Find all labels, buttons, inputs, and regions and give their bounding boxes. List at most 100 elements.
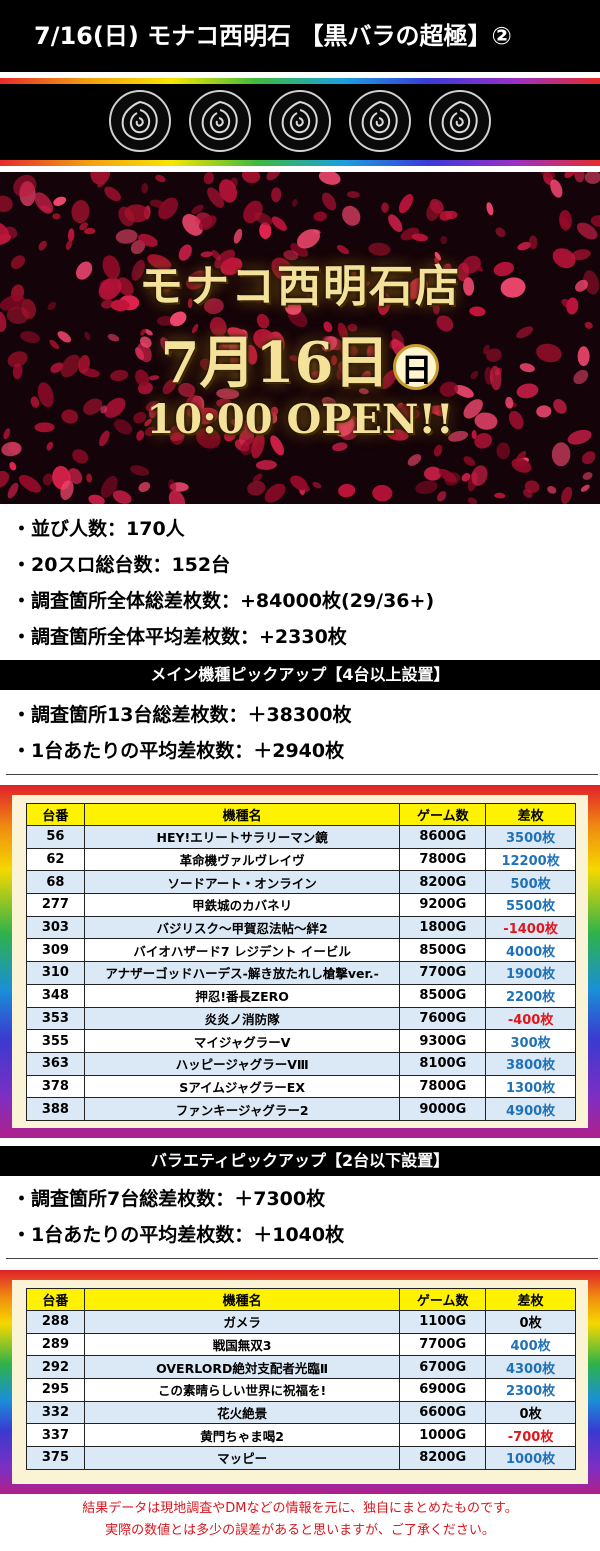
- rose-petal: [147, 254, 172, 270]
- rose-petal: [162, 280, 173, 293]
- rose-petal: [288, 280, 298, 289]
- rose-petal: [83, 398, 103, 415]
- table-row: 292 OVERLORD絶対支配者光臨Ⅱ 6700G 4300枚: [26, 1355, 576, 1380]
- disclaimer: 結果データは現地調査やDMなどの情報を元に、独自にまとめたものです。 実際の数値…: [0, 1498, 600, 1542]
- rose-petal: [10, 255, 25, 270]
- header-game-count: ゲーム数: [399, 803, 487, 826]
- diff-cell: 4300枚: [485, 1355, 576, 1380]
- game-count-cell: 8500G: [399, 938, 487, 963]
- rose-petal: [434, 410, 448, 417]
- rose-petal: [337, 322, 348, 340]
- machine-number-cell: 62: [26, 847, 85, 872]
- rose-petal: [584, 172, 600, 184]
- rose-petal: [18, 474, 42, 493]
- rose-petal: [216, 398, 232, 408]
- rose-petal: [255, 460, 277, 470]
- rose-petal: [107, 333, 120, 342]
- rose-icon: [109, 90, 171, 152]
- machine-name-cell: 革命機ヴァルヴレイヴ: [83, 847, 401, 872]
- rose-petal: [590, 215, 600, 228]
- rose-petal: [100, 475, 118, 498]
- main-stats: ・調査箇所13台総差枚数：＋38300枚 ・1台あたりの平均差枚数：＋2940枚: [0, 697, 600, 769]
- variety-stats: ・調査箇所7台総差枚数：＋7300枚 ・1台あたりの平均差枚数：＋1040枚: [0, 1181, 600, 1253]
- rose-petal: [434, 251, 442, 261]
- rose-petal: [198, 215, 217, 231]
- rose-petal: [216, 388, 240, 400]
- rose-petal: [214, 249, 236, 269]
- variety-section-header: バラエティピックアップ【2台以下設置】: [0, 1146, 600, 1176]
- rose-petal: [372, 484, 393, 502]
- machine-number-cell: 288: [26, 1310, 85, 1334]
- rose-petal: [130, 465, 150, 476]
- rose-petal: [75, 261, 93, 280]
- rose-petal: [559, 210, 572, 231]
- header-machine-number: 台番: [26, 803, 85, 826]
- game-count-cell: 7800G: [399, 847, 487, 872]
- machine-name-cell: SアイムジャグラーEX: [83, 1074, 401, 1099]
- rose-petal: [580, 484, 590, 492]
- rose-petal: [312, 481, 322, 489]
- rose-petal: [0, 222, 10, 243]
- rose-petal: [398, 194, 414, 214]
- rose-petal: [155, 174, 166, 183]
- rose-petal: [366, 344, 377, 362]
- table-row: 332 花火絶景 6600G 0枚: [26, 1400, 576, 1425]
- summary-list: ・並び人数：170人 ・20スロ総台数：152台 ・調査箇所全体総差枚数：+84…: [0, 511, 600, 655]
- variety-stat-line: ・調査箇所7台総差枚数：＋7300枚: [12, 1188, 326, 1210]
- rose-petal: [270, 435, 284, 456]
- rose-petal: [471, 430, 477, 439]
- rose-petal: [426, 201, 441, 221]
- rose-petal: [100, 405, 107, 414]
- rose-petal: [34, 422, 55, 433]
- rose-petal: [148, 375, 160, 381]
- rose-petal: [178, 382, 196, 397]
- disclaimer-line: 実際の数値とは多少の誤差があると思いますが、ご了承ください。: [105, 1523, 495, 1538]
- rose-petal: [574, 172, 585, 183]
- rose-petal: [259, 222, 272, 239]
- rose-petal: [78, 354, 90, 374]
- machine-name-cell: ファンキージャグラー2: [83, 1097, 401, 1121]
- diff-cell: 2300枚: [485, 1378, 576, 1402]
- rose-petal: [200, 251, 213, 258]
- table-row: 303 バジリスク～甲賀忍法帖～絆2 1800G -1400枚: [26, 915, 576, 940]
- page-title: 7/16(日) モナコ西明石 【黒バラの超極】②: [0, 0, 600, 72]
- rose-petal: [439, 381, 459, 397]
- rose-petal: [582, 472, 593, 480]
- rose-petal: [168, 479, 177, 493]
- summary-line: ・調査箇所全体総差枚数：+84000枚(29/36+): [12, 590, 435, 612]
- diff-cell: 2200枚: [485, 983, 576, 1008]
- rose-petal: [71, 200, 90, 224]
- rose-petal: [516, 326, 534, 339]
- rose-petal: [322, 192, 337, 211]
- table-row: 337 黄門ちゃま喝2 1000G -700枚: [26, 1423, 576, 1448]
- rose-petal: [60, 480, 74, 500]
- machine-number-cell: 332: [26, 1400, 85, 1425]
- game-count-cell: 9200G: [399, 893, 487, 917]
- rose-petal: [255, 298, 264, 304]
- hero-date-text: 7月16日: [160, 330, 390, 396]
- diff-cell: 4000枚: [485, 938, 576, 963]
- game-count-cell: 1800G: [399, 915, 487, 940]
- machine-name-cell: HEY!エリートサラリーマン鏡: [83, 825, 401, 849]
- rose-petal: [567, 429, 592, 445]
- rose-petal: [34, 192, 54, 214]
- rose-petal: [140, 328, 147, 336]
- rose-petal: [536, 405, 552, 418]
- rose-petal: [220, 257, 243, 276]
- diff-cell: 5500枚: [485, 893, 576, 917]
- rose-petal: [405, 294, 416, 301]
- rose-petal: [158, 197, 179, 220]
- rose-petal: [1, 441, 22, 457]
- rose-petal: [47, 301, 57, 311]
- diff-cell: 1900枚: [485, 961, 576, 985]
- main-stat-line: ・1台あたりの平均差枚数：＋2940枚: [12, 740, 345, 762]
- hero-store-name: モナコ西明石店: [139, 261, 461, 312]
- rose-petal: [424, 466, 442, 481]
- rose-petal: [101, 299, 114, 309]
- rose-petal: [9, 461, 17, 471]
- rose-petal: [434, 257, 440, 266]
- rose-petal: [0, 195, 13, 213]
- rose-petal: [271, 257, 293, 281]
- machine-number-cell: 388: [26, 1097, 85, 1121]
- rose-petal: [396, 403, 420, 420]
